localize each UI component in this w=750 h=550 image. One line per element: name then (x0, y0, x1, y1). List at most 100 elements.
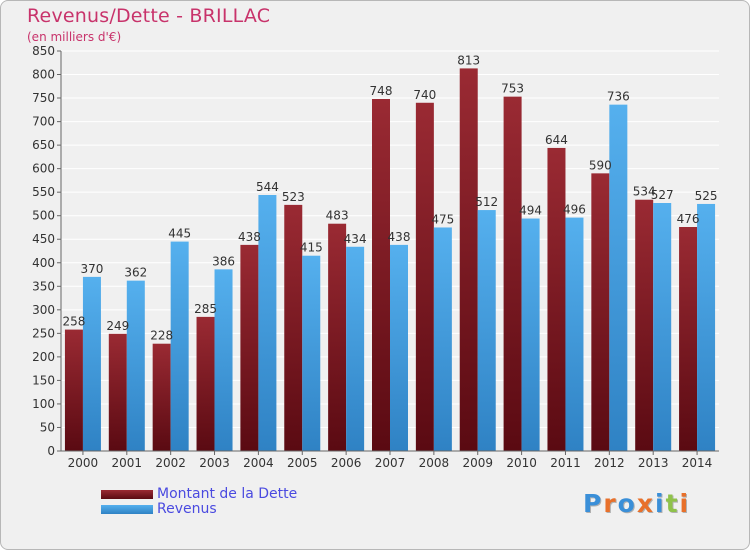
y-tick-label: 100 (32, 397, 55, 411)
x-tick-label: 2006 (331, 456, 362, 470)
y-tick-label: 550 (32, 185, 55, 199)
bar-revenus-2014 (697, 203, 716, 451)
x-tick-label: 2008 (419, 456, 450, 470)
bar-dette-2011 (547, 147, 566, 452)
y-tick-label: 150 (32, 373, 55, 387)
x-tick-label: 2005 (287, 456, 318, 470)
x-tick-label: 2002 (155, 456, 186, 470)
bar-dette-2009 (459, 68, 478, 451)
bar-dette-2004 (240, 244, 259, 451)
y-tick-label: 200 (32, 350, 55, 364)
legend-label-revenus: Revenus (157, 501, 217, 517)
legend-swatch-dette (101, 490, 153, 499)
bar-dette-2010 (503, 96, 522, 451)
bar-dette-2007 (372, 99, 390, 451)
bar-dette-2014 (679, 227, 698, 451)
bar-dette-2000 (64, 329, 83, 451)
legend-swatch-revenus (101, 505, 153, 514)
bar-dette-2012 (591, 173, 610, 451)
bar-dette-2003 (196, 316, 215, 451)
data-label-dette-2003: 285 (194, 302, 217, 316)
data-label-revenus-2011: 496 (563, 203, 586, 217)
y-tick-label: 850 (32, 44, 55, 58)
bar-dette-2008 (415, 102, 434, 451)
data-label-dette-2006: 483 (326, 209, 349, 223)
data-label-revenus-2013: 527 (651, 188, 674, 202)
bar-revenus-2008 (433, 227, 452, 451)
chart-title: Revenus/Dette - BRILLAC (27, 5, 271, 27)
data-label-dette-2009: 813 (457, 53, 480, 67)
y-tick-label: 750 (32, 91, 55, 105)
bar-revenus-2007 (390, 244, 408, 451)
proxiti-logo: Proxiti (583, 489, 691, 518)
legend-label-dette: Montant de la Dette (157, 486, 298, 502)
x-tick-label: 2010 (506, 456, 537, 470)
bars (64, 68, 716, 452)
data-label-revenus-2000: 370 (80, 262, 103, 276)
bar-revenus-2001 (126, 280, 145, 451)
y-tick-label: 300 (32, 303, 55, 317)
data-label-dette-2013: 534 (633, 185, 656, 199)
data-label-dette-2014: 476 (677, 212, 700, 226)
bar-dette-2013 (635, 199, 654, 451)
data-label-revenus-2007: 438 (388, 230, 411, 244)
data-label-dette-2008: 740 (413, 88, 436, 102)
x-tick-label: 2013 (638, 456, 669, 470)
x-tick-label: 2001 (112, 456, 143, 470)
y-tick-label: 650 (32, 138, 55, 152)
bar-revenus-2003 (214, 269, 233, 451)
data-label-revenus-2001: 362 (124, 266, 147, 280)
x-tick-label: 2007 (375, 456, 406, 470)
legend-item-dette: Montant de la Dette (101, 486, 401, 503)
y-tick-label: 250 (32, 326, 55, 340)
data-label-revenus-2005: 415 (300, 241, 323, 255)
x-tick-label: 2014 (682, 456, 713, 470)
y-axis: 0 50 100 150 200 250 300 350 400 450 500 550 600 650 7… (32, 44, 62, 458)
data-label-revenus-2009: 512 (475, 195, 498, 209)
data-label-revenus-2003: 386 (212, 254, 235, 268)
bar-revenus-2012 (609, 104, 628, 451)
bar-dette-2005 (284, 204, 303, 451)
data-label-dette-2010: 753 (501, 82, 524, 96)
data-label-dette-2001: 249 (106, 319, 129, 333)
data-labels: 2583702493622284452853864385445234154834… (62, 53, 717, 342)
x-tick-label: 2003 (199, 456, 230, 470)
data-label-dette-2005: 523 (282, 190, 305, 204)
y-tick-label: 350 (32, 279, 55, 293)
data-label-revenus-2012: 736 (607, 90, 630, 104)
bar-revenus-2002 (170, 241, 189, 451)
y-tick-label: 800 (32, 68, 55, 82)
data-label-revenus-2004: 544 (256, 180, 279, 194)
bar-revenus-2013 (653, 203, 672, 451)
bar-dette-2006 (328, 223, 347, 451)
y-tick-label: 700 (32, 115, 55, 129)
data-label-dette-2011: 644 (545, 133, 568, 147)
data-label-revenus-2006: 434 (344, 232, 367, 246)
data-label-dette-2002: 228 (150, 329, 173, 343)
y-tick-label: 0 (47, 444, 55, 458)
data-label-dette-2000: 258 (62, 315, 85, 329)
bar-revenus-2005 (302, 255, 321, 451)
legend-item-revenus: Revenus (101, 501, 401, 518)
bar-revenus-2009 (477, 210, 496, 451)
y-tick-label: 400 (32, 256, 55, 270)
x-tick-label: 2000 (68, 456, 99, 470)
bar-dette-2002 (152, 343, 171, 451)
y-tick-label: 50 (40, 420, 55, 434)
bar-revenus-2006 (346, 246, 365, 451)
bar-revenus-2010 (521, 218, 540, 451)
data-label-revenus-2008: 475 (431, 212, 454, 226)
x-tick-label: 2004 (243, 456, 274, 470)
x-tick-label: 2009 (462, 456, 493, 470)
y-tick-label: 450 (32, 232, 55, 246)
x-tick-label: 2012 (594, 456, 625, 470)
data-label-dette-2012: 590 (589, 158, 612, 172)
data-label-revenus-2014: 525 (695, 189, 718, 203)
data-label-dette-2007: 748 (370, 84, 393, 98)
chart-subtitle: (en milliers d'€) (27, 30, 122, 44)
y-tick-label: 500 (32, 209, 55, 223)
bar-dette-2001 (108, 333, 127, 451)
bar-revenus-2004 (258, 195, 277, 451)
